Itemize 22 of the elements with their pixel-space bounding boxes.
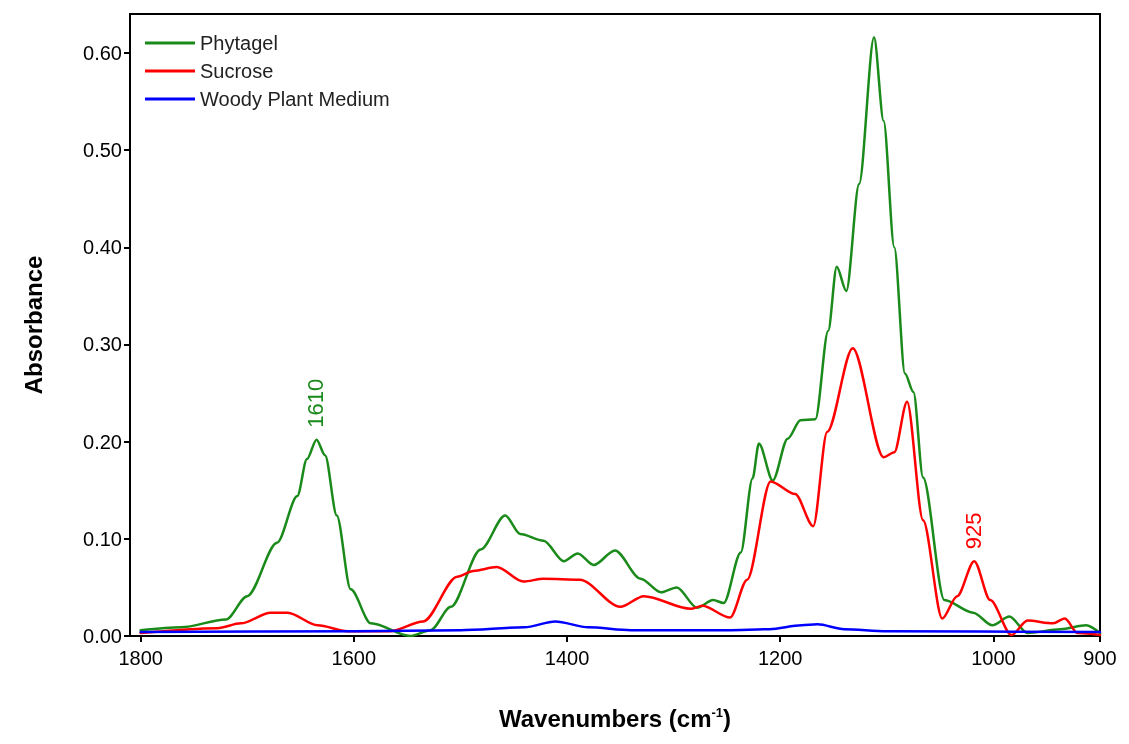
x-tick-label: 1400 (544, 647, 590, 669)
line-series (139, 36, 1102, 638)
x-tick-label: 1800 (118, 647, 163, 669)
x-tick-label: 1200 (757, 647, 803, 669)
legend-label: Woody Plant Medium (200, 88, 390, 110)
y-axis-title: Absorbance (19, 255, 47, 395)
line-series (139, 620, 1102, 634)
y-tick-label: 0.20 (83, 430, 122, 453)
line-series (139, 347, 1102, 637)
annotation: 1610 (303, 378, 329, 428)
y-tick-label: 0.30 (83, 333, 122, 356)
legend-label: Sucrose (200, 60, 274, 82)
x-tick-label: 900 (1083, 647, 1117, 669)
y-tick-label: 0.50 (83, 139, 122, 162)
y-tick-label: 0.10 (83, 527, 122, 550)
x-tick-label: 1600 (331, 647, 377, 669)
legend-label: Phytagel (200, 32, 278, 54)
annotation: 925 (960, 512, 986, 550)
y-tick-label: 0.40 (83, 236, 122, 259)
y-tick-label: 0.60 (83, 41, 122, 64)
x-tick-label: 1000 (971, 647, 1016, 669)
y-tick-label: 0.00 (83, 625, 122, 647)
